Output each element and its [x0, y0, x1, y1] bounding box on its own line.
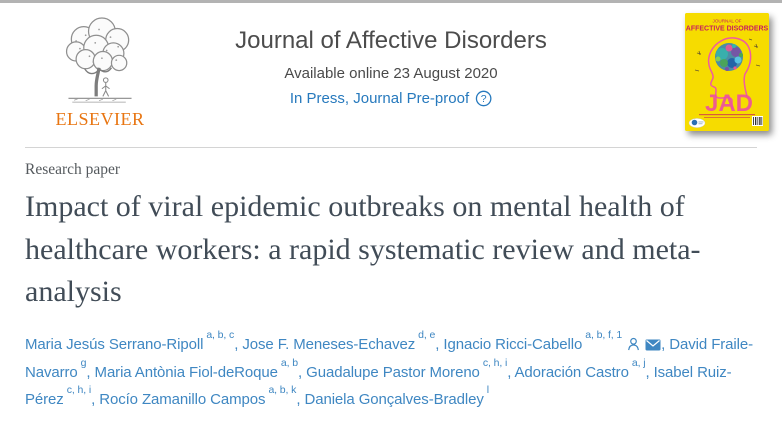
- in-press-label[interactable]: In Press, Journal Pre-proof: [289, 90, 470, 107]
- author-affiliations: a, b: [280, 356, 299, 369]
- author-affiliations: a, j: [631, 356, 646, 369]
- journal-cover-art: JOURNAL OF AFFECTIVE DISORDERS: [685, 13, 769, 131]
- author-link[interactable]: Maria Antònia Fiol-deRoquea, b: [94, 357, 299, 381]
- article-info: Research paper Impact of viral epidemic …: [25, 161, 757, 414]
- author-separator: ,: [234, 335, 243, 353]
- author-link[interactable]: Guadalupe Pastor Morenoc, h, i: [306, 357, 507, 381]
- journal-banner: Journal of Affective Disorders Available…: [235, 27, 547, 107]
- author-name[interactable]: Maria Antònia Fiol-deRoque: [94, 363, 278, 381]
- author-name[interactable]: Rocío Zamanillo Campos: [99, 391, 266, 409]
- author-affiliations: a, b, f, 1: [585, 328, 623, 341]
- header-divider: [25, 147, 757, 148]
- author-link[interactable]: Isabel Ruiz-Pérezc, h, i: [25, 364, 732, 409]
- author-affiliations: c, h, i: [482, 356, 508, 369]
- journal-title-link[interactable]: Journal of Affective Disorders: [235, 27, 547, 54]
- elsevier-tree-logo: [65, 17, 132, 103]
- author-link[interactable]: Ignacio Ricci-Cabelloa, b, f, 1: [443, 330, 661, 353]
- author-name[interactable]: Guadalupe Pastor Moreno: [306, 363, 480, 381]
- author-separator: ,: [298, 363, 307, 381]
- person-icon[interactable]: [627, 337, 640, 351]
- author-affiliations: a, b, k: [268, 384, 297, 397]
- journal-cover-thumbnail[interactable]: JOURNAL OF AFFECTIVE DISORDERS: [685, 13, 769, 131]
- author-affiliations: c, h, i: [66, 384, 92, 397]
- window-top-edge: [0, 0, 782, 3]
- author-separator: ,: [661, 335, 670, 353]
- author-name[interactable]: Adoración Castro: [514, 363, 629, 381]
- author-name[interactable]: Ignacio Ricci-Cabello: [443, 335, 583, 353]
- elsevier-wordmark: ELSEVIER: [55, 109, 145, 129]
- svg-text:?: ?: [481, 93, 487, 105]
- svg-text:JOURNAL OF: JOURNAL OF: [713, 19, 742, 24]
- svg-text:JAD: JAD: [705, 90, 753, 117]
- author-separator: ,: [507, 363, 515, 381]
- author-affiliations: l: [486, 384, 489, 397]
- author-link[interactable]: Adoración Castroa, j: [514, 357, 646, 381]
- author-separator: ,: [296, 391, 305, 409]
- journal-header: ELSEVIER Journal of Affective Disorders …: [0, 3, 782, 147]
- author-link[interactable]: Daniela Gonçalves-Bradleyl: [304, 385, 489, 409]
- author-name[interactable]: Daniela Gonçalves-Bradley: [304, 391, 484, 409]
- author-separator: ,: [645, 363, 654, 381]
- svg-text:AFFECTIVE DISORDERS: AFFECTIVE DISORDERS: [686, 26, 769, 33]
- author-affiliations: g: [80, 356, 87, 369]
- author-name[interactable]: Jose F. Meneses-Echavez: [242, 335, 416, 353]
- author-link[interactable]: David Fraile-Navarrog: [25, 336, 753, 381]
- envelope-icon[interactable]: [645, 339, 661, 351]
- author-link[interactable]: Rocío Zamanillo Camposa, b, k: [99, 385, 296, 409]
- author-affiliations: d, e: [418, 328, 436, 341]
- article-type-label: Research paper: [25, 161, 121, 178]
- author-affiliations: a, b, c: [206, 328, 235, 341]
- author-separator: ,: [435, 335, 444, 353]
- author-link[interactable]: Maria Jesús Serrano-Ripolla, b, c: [25, 330, 234, 353]
- available-online-date: Available online 23 August 2020: [284, 65, 498, 82]
- author-name[interactable]: Maria Jesús Serrano-Ripoll: [25, 335, 204, 353]
- author-name[interactable]: David Fraile-Navarro: [25, 335, 754, 381]
- author-separator: ,: [86, 363, 95, 381]
- article-title: Impact of viral epidemic outbreaks on me…: [25, 190, 701, 309]
- elsevier-logo[interactable]: ELSEVIER: [52, 16, 148, 130]
- author-list: Maria Jesús Serrano-Ripolla, b, c, Jose …: [25, 330, 765, 414]
- help-icon[interactable]: ?: [475, 90, 492, 107]
- author-link[interactable]: Jose F. Meneses-Echavezd, e: [242, 330, 435, 353]
- author-separator: ,: [91, 391, 100, 409]
- in-press-link[interactable]: In Press, Journal Pre-proof ?: [235, 90, 547, 107]
- author-name[interactable]: Isabel Ruiz-Pérez: [25, 363, 732, 409]
